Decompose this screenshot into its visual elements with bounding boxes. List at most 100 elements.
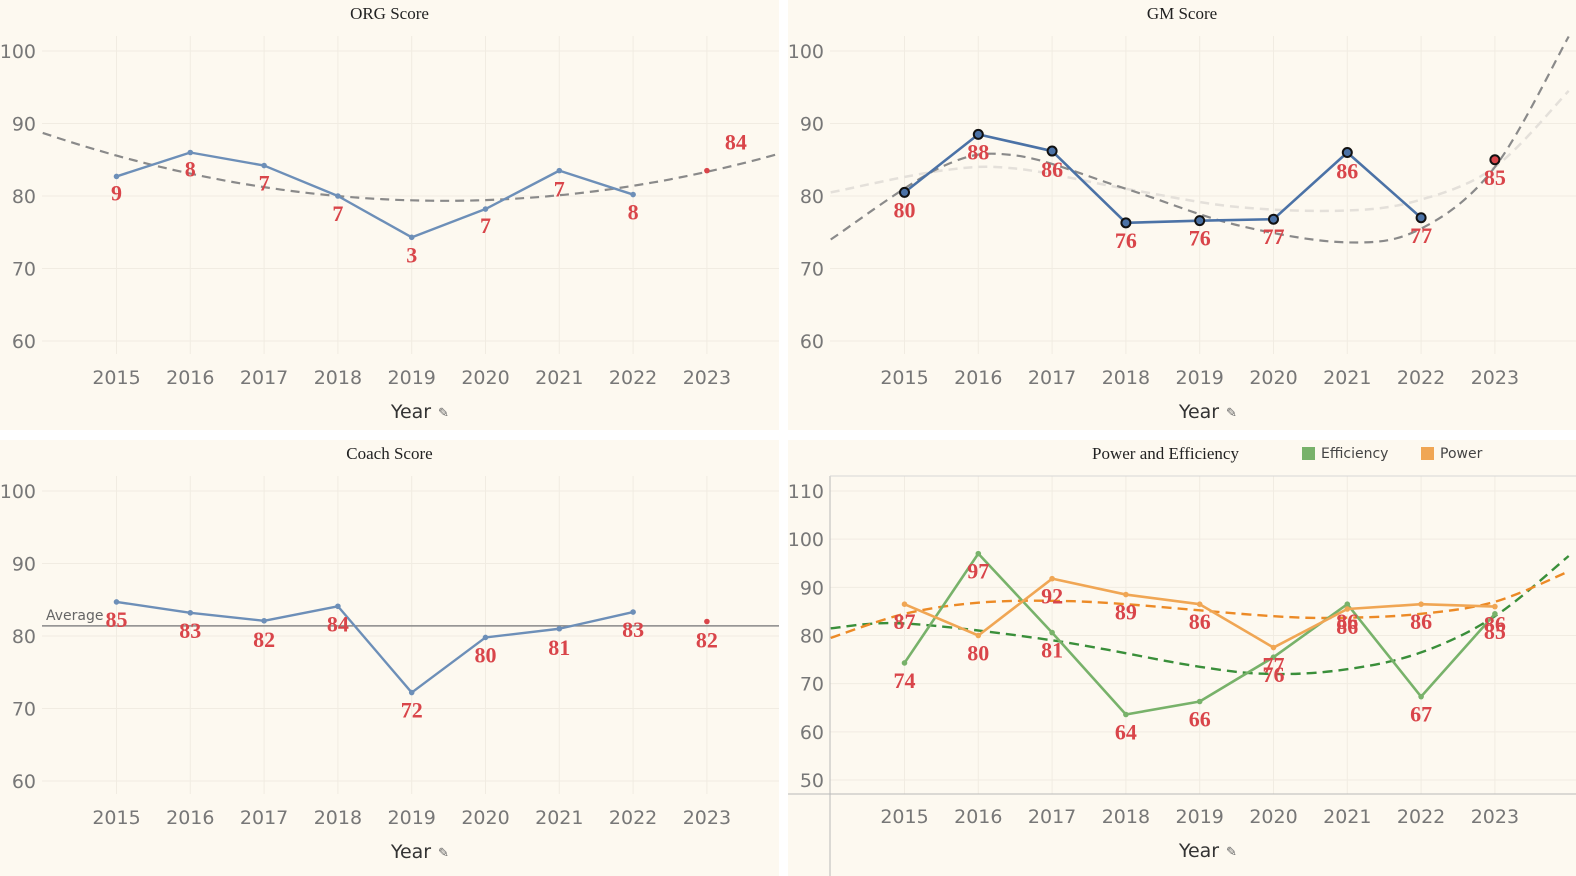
x-tick-label: 2022 <box>609 367 657 389</box>
data-point-2023 <box>704 167 710 174</box>
data-label: 81 <box>548 635 570 660</box>
x-tick-label: 2018 <box>314 807 362 829</box>
data-label: 7 <box>554 177 565 202</box>
org-series-line <box>116 151 634 239</box>
data-label: 76 <box>1189 226 1211 251</box>
x-tick-label: 2015 <box>880 367 928 389</box>
coach-score-title: Coach Score <box>346 444 433 463</box>
x-tick-label: 2017 <box>1028 367 1076 389</box>
x-tick-label: 2018 <box>314 367 362 389</box>
x-tick-label: 2022 <box>1397 806 1445 828</box>
y-tick-label: 70 <box>800 259 824 281</box>
data-point <box>408 689 415 696</box>
data-point <box>1344 601 1351 607</box>
y-tick-label: 70 <box>800 674 824 696</box>
org-score-panel: ORG Score 60 70 80 90 100 2015 2016 2017 2018 201… <box>0 0 782 430</box>
x-tick-label: 2021 <box>535 367 583 389</box>
x-tick-label: 2016 <box>166 367 214 389</box>
legend-efficiency-label: Efficiency <box>1321 446 1389 462</box>
x-tick-label: 2022 <box>609 807 657 829</box>
x-tick-label: 2023 <box>1471 367 1519 389</box>
y-tick-label: 80 <box>12 626 36 648</box>
x-tick-label: 2020 <box>1249 367 1297 389</box>
data-point <box>1492 603 1498 610</box>
y-tick-label: 60 <box>12 331 36 353</box>
y-tick-label: 70 <box>12 259 36 281</box>
data-point <box>556 625 563 632</box>
trend-line <box>42 131 782 202</box>
gm-series-line <box>903 133 1422 225</box>
data-point <box>1418 693 1424 700</box>
data-point <box>901 660 908 666</box>
data-label: 7 <box>332 201 343 226</box>
data-point <box>1268 213 1279 225</box>
efficiency-data-label: 86 <box>1336 609 1358 634</box>
x-tick-label: 2023 <box>683 367 731 389</box>
x-tick-label: 2021 <box>1323 367 1371 389</box>
efficiency-swatch <box>1302 447 1315 460</box>
data-point <box>1120 217 1132 229</box>
power-swatch <box>1421 447 1434 460</box>
pin-icon: ✎ <box>438 405 449 420</box>
org-score-chart: 60 70 80 90 100 2015 2016 2017 2018 2019 2020 2021 2… <box>0 36 782 423</box>
data-point <box>975 632 982 639</box>
x-tick-label: 2017 <box>240 367 288 389</box>
y-tick-label: 60 <box>800 722 824 744</box>
legend-efficiency[interactable]: Efficiency <box>1302 446 1388 462</box>
x-axis-label: Year <box>390 841 431 863</box>
y-tick-label: 60 <box>800 331 824 353</box>
data-label: 77 <box>1410 223 1432 248</box>
data-point <box>630 609 636 615</box>
data-point <box>1046 145 1058 157</box>
data-label: 8 <box>628 200 639 225</box>
power-data-label: 77 <box>1263 653 1285 678</box>
data-point <box>1270 644 1277 651</box>
x-axis-label: Year <box>1178 840 1219 862</box>
data-point <box>1049 629 1055 636</box>
efficiency-data-label: 97 <box>967 559 989 584</box>
data-point <box>482 634 489 641</box>
data-label: 85 <box>1484 165 1506 190</box>
x-tick-label: 2019 <box>1176 806 1224 828</box>
data-point <box>1123 591 1129 598</box>
x-tick-label: 2018 <box>1102 367 1150 389</box>
x-tick-label: 2018 <box>1102 806 1150 828</box>
legend-power[interactable]: Power <box>1421 446 1482 462</box>
power-data-label: 86 <box>1189 609 1211 634</box>
data-label: 9 <box>111 180 122 205</box>
x-tick-label: 2017 <box>1028 806 1076 828</box>
y-tick-label: 100 <box>0 481 36 503</box>
data-point <box>630 191 636 198</box>
data-point <box>482 206 489 212</box>
data-point <box>1196 601 1203 607</box>
y-tick-label: 70 <box>12 699 36 721</box>
average-label: Average <box>46 608 104 624</box>
data-point <box>1123 711 1129 718</box>
data-point <box>1049 575 1055 582</box>
efficiency-data-label: 74 <box>894 668 916 693</box>
data-label: 3 <box>406 242 417 267</box>
data-label: 86 <box>1041 157 1063 182</box>
x-tick-label: 2020 <box>1249 806 1297 828</box>
power-efficiency-panel: Power and Efficiency 50 60 70 80 90 100 110 201… <box>788 440 1576 876</box>
y-tick-label: 80 <box>12 186 36 208</box>
x-tick-label: 2015 <box>92 807 140 829</box>
gm-score-chart: 60 70 80 90 100 2015 2016 2017 2018 2019 2020 2021 2… <box>788 35 1576 423</box>
efficiency-data-label: 81 <box>1041 638 1063 663</box>
coach-series-line <box>116 600 634 694</box>
data-point <box>335 193 341 199</box>
power-efficiency-chart: 50 60 70 80 90 100 110 2015 2016 2017 2018 2019 2020… <box>788 475 1576 876</box>
efficiency-data-label: 76 <box>1263 662 1285 687</box>
data-point <box>261 617 267 624</box>
x-tick-label: 2016 <box>166 807 214 829</box>
data-point <box>975 550 982 557</box>
data-label: 86 <box>1336 159 1358 184</box>
y-tick-label: 100 <box>788 41 824 63</box>
data-label: 85 <box>106 607 128 632</box>
plot-area <box>42 476 779 794</box>
coach-score-chart: 60 70 80 90 100 2015 2016 2017 2018 2019 2020 2021 2… <box>0 476 779 863</box>
gm-score-title: GM Score <box>1146 4 1218 23</box>
data-point <box>899 186 910 198</box>
data-point <box>187 149 194 156</box>
data-point <box>113 173 120 180</box>
